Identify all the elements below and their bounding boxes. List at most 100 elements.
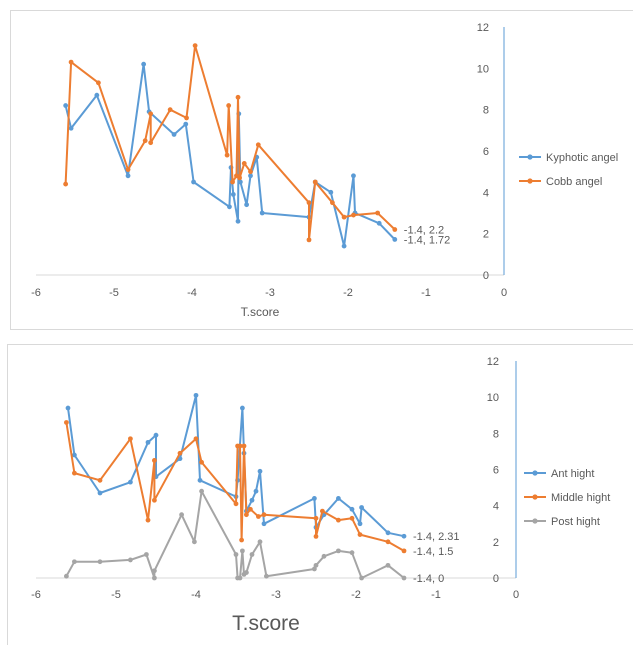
data-point-cobb-angel	[192, 43, 198, 48]
data-point-post-hight	[152, 568, 157, 574]
data-point-kyphotic-angel	[183, 121, 189, 127]
data-point-middle-hight	[64, 420, 69, 425]
legend-label-cobb-angel: Cobb angel	[546, 176, 602, 188]
y-tick-label: 8	[493, 428, 499, 440]
data-point-kyphotic-angel	[248, 173, 253, 179]
data-point-middle-hight	[152, 458, 157, 463]
legend-marker-middle-hight	[532, 494, 538, 500]
data-point-cobb-angel	[351, 212, 356, 218]
data-point-kyphotic-angel	[376, 220, 382, 226]
data-point-middle-hight	[97, 477, 103, 483]
data-point-kyphotic-angel	[235, 218, 241, 224]
data-point-cobb-angel	[142, 138, 148, 144]
data-point-ant-hight	[349, 506, 355, 512]
data-point-middle-hight	[239, 537, 245, 543]
data-point-post-hight	[72, 559, 77, 565]
data-point-middle-hight	[233, 501, 239, 507]
data-point-ant-hight	[240, 405, 245, 411]
y-tick-label: 4	[483, 187, 489, 199]
y-tick-label: 8	[483, 105, 489, 117]
data-point-cobb-angel	[96, 80, 101, 86]
x-tick-label: -5	[111, 589, 121, 601]
data-point-ant-hight	[193, 392, 199, 398]
data-point-cobb-angel	[226, 103, 232, 108]
y-tick-label: 10	[487, 392, 499, 404]
data-point-ant-hight	[72, 452, 77, 458]
x-tick-label: 0	[501, 287, 507, 299]
data-point-ant-hight	[145, 439, 151, 445]
data-point-middle-hight	[244, 512, 249, 518]
data-point-post-hight	[240, 548, 245, 554]
data-point-post-hight	[336, 548, 341, 554]
data-point-post-hight	[249, 552, 255, 557]
data-point-middle-hight	[72, 470, 77, 476]
data-label-ant-hight: -1.4, 2.31	[413, 531, 459, 543]
kyphotic-cobb-chart: -6 -5 -4 -3 -2 -1 00 2 4 6 8 10 12 T.score -1.4, 1.72 K…	[31, 22, 618, 319]
data-point-kyphotic-angel	[328, 189, 334, 195]
data-point-middle-hight	[313, 515, 319, 521]
data-point-ant-hight	[401, 533, 407, 539]
data-point-kyphotic-angel	[259, 210, 265, 216]
data-point-post-hight	[359, 575, 364, 581]
data-point-post-hight	[144, 552, 149, 557]
data-point-ant-hight	[385, 530, 391, 536]
x-tick-label: -3	[265, 287, 275, 299]
data-point-cobb-angel	[241, 161, 247, 166]
data-label-cobb-angel: -1.4, 2.2	[404, 225, 444, 237]
data-point-post-hight	[264, 573, 269, 579]
data-point-middle-hight	[320, 508, 325, 514]
top-chart-panel: -6 -5 -4 -3 -2 -1 0 0 2 4 6 8 10 12 T.score -1.4, 1.72 K…	[10, 10, 633, 330]
data-point-cobb-angel	[230, 179, 235, 185]
data-point-middle-hight	[401, 548, 407, 554]
x-tick-label: -2	[351, 589, 361, 601]
x-tick-label: -3	[271, 589, 281, 601]
data-point-post-hight	[152, 575, 157, 581]
data-point-cobb-angel	[235, 94, 241, 100]
x-tick-label: -4	[187, 287, 197, 299]
data-point-ant-hight	[249, 497, 255, 503]
data-label-kyphotic-angel: -1.4, 1.72	[404, 234, 450, 246]
data-point-kyphotic-angel	[351, 173, 356, 179]
data-point-middle-hight	[256, 514, 261, 519]
data-point-ant-hight	[197, 477, 203, 483]
data-point-post-hight	[199, 488, 205, 494]
data-point-post-hight	[349, 550, 355, 556]
data-point-middle-hight	[199, 459, 205, 465]
data-point-post-hight	[312, 566, 317, 572]
data-point-post-hight	[97, 559, 103, 565]
data-point-kyphotic-angel	[125, 173, 131, 179]
data-point-ant-hight	[65, 405, 71, 411]
data-point-middle-hight	[357, 532, 363, 537]
legend-marker-cobb-angel	[527, 178, 533, 184]
data-point-kyphotic-angel	[141, 61, 147, 67]
data-point-ant-hight	[336, 496, 341, 501]
data-point-ant-hight	[128, 479, 133, 485]
data-point-cobb-angel	[312, 179, 318, 185]
y-tick-label: 12	[477, 22, 489, 34]
data-point-post-hight	[401, 575, 407, 581]
data-point-post-hight	[192, 539, 197, 545]
y-tick-label: 10	[477, 63, 489, 75]
data-point-middle-hight	[313, 534, 319, 539]
x-tick-label: -6	[31, 589, 41, 601]
data-point-post-hight	[244, 570, 249, 575]
y-tick-label: 2	[483, 229, 489, 241]
data-point-ant-hight	[359, 505, 364, 510]
data-point-cobb-angel	[375, 210, 381, 216]
legend-marker-ant-hight	[532, 470, 538, 476]
data-point-cobb-angel	[248, 169, 253, 175]
x-axis-title: T.score	[232, 612, 300, 635]
data-point-ant-hight	[312, 496, 317, 501]
y-tick-label: 6	[493, 465, 499, 477]
data-point-ant-hight	[257, 468, 263, 474]
data-point-middle-hight	[248, 506, 253, 512]
data-point-kyphotic-angel	[94, 92, 100, 98]
x-tick-label: -2	[343, 287, 353, 299]
data-point-middle-hight	[241, 443, 247, 449]
data-point-post-hight	[385, 562, 391, 568]
y-tick-label: 0	[493, 573, 499, 585]
y-tick-label: 12	[487, 356, 499, 368]
data-point-kyphotic-angel	[392, 237, 398, 242]
data-point-post-hight	[313, 562, 319, 568]
data-point-kyphotic-angel	[244, 202, 250, 208]
